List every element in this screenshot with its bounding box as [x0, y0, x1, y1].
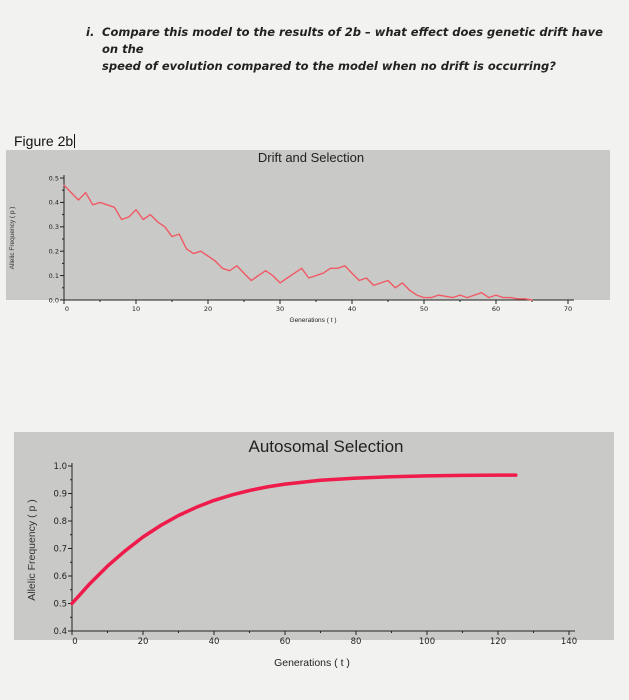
figure-label-text: Figure 2b	[14, 133, 74, 149]
series-line	[70, 473, 518, 606]
x-tick-label: 70	[564, 305, 572, 313]
y-axis-label: Allelic Frequency ( p )	[26, 499, 38, 601]
figure-label: Figure 2b	[14, 133, 76, 149]
y-tick-label: 0.5	[53, 599, 67, 609]
x-axis-label: Generations ( t )	[290, 317, 337, 324]
x-tick-label: 80	[351, 637, 362, 647]
y-tick-label: 0.6	[53, 572, 67, 582]
x-tick-label: 50	[420, 305, 428, 313]
x-tick-label: 60	[280, 637, 291, 647]
x-tick-label: 0	[72, 637, 77, 647]
y-tick-label: 0.9	[53, 489, 67, 499]
y-tick-label: 0.1	[49, 272, 59, 280]
y-tick-label: 0.7	[53, 544, 67, 554]
x-tick-label: 20	[204, 305, 212, 313]
x-tick-label: 40	[209, 637, 220, 647]
plot-background	[6, 150, 610, 300]
question-text: i. Compare this model to the results of …	[86, 24, 606, 75]
x-tick-label: 20	[138, 637, 149, 647]
plot-background	[14, 432, 614, 640]
y-tick-label: 0.2	[49, 247, 59, 255]
question-number: i.	[86, 25, 95, 39]
series-line	[63, 184, 533, 301]
chart-title: Autosomal Selection	[249, 437, 404, 456]
x-tick-label: 30	[276, 305, 284, 313]
x-tick-label: 10	[132, 305, 140, 313]
y-tick-label: 0.8	[53, 517, 67, 527]
drift-selection-chart: Drift and Selection 0 10 20 30 40 50 60 70 0.0 0.1…	[6, 150, 610, 324]
question-line-2: speed of evolution compared to the model…	[102, 59, 556, 73]
y-tick-label: 0.5	[49, 174, 59, 182]
x-tick-label: 0	[65, 305, 69, 313]
question-line-1: Compare this model to the results of 2b …	[102, 25, 603, 56]
text-cursor	[74, 134, 76, 148]
y-tick-label: 0.0	[49, 296, 59, 304]
chart-title: Drift and Selection	[258, 150, 364, 165]
x-tick-label: 100	[419, 637, 435, 647]
x-tick-label: 120	[490, 637, 506, 647]
autosomal-selection-chart: Autosomal Selection 0 20 40 60 80 100 120 140 0.4…	[14, 432, 614, 669]
x-axis-label: Generations ( t )	[274, 657, 350, 669]
x-tick-label: 40	[348, 305, 356, 313]
y-axis-label: Allelic Frequency ( p )	[9, 207, 16, 270]
x-tick-label: 60	[492, 305, 500, 313]
x-tick-label: 140	[561, 637, 577, 647]
y-tick-label: 0.3	[49, 223, 59, 231]
y-tick-label: 1.0	[53, 462, 67, 472]
y-tick-label: 0.4	[53, 627, 67, 637]
y-tick-label: 0.4	[49, 199, 59, 207]
